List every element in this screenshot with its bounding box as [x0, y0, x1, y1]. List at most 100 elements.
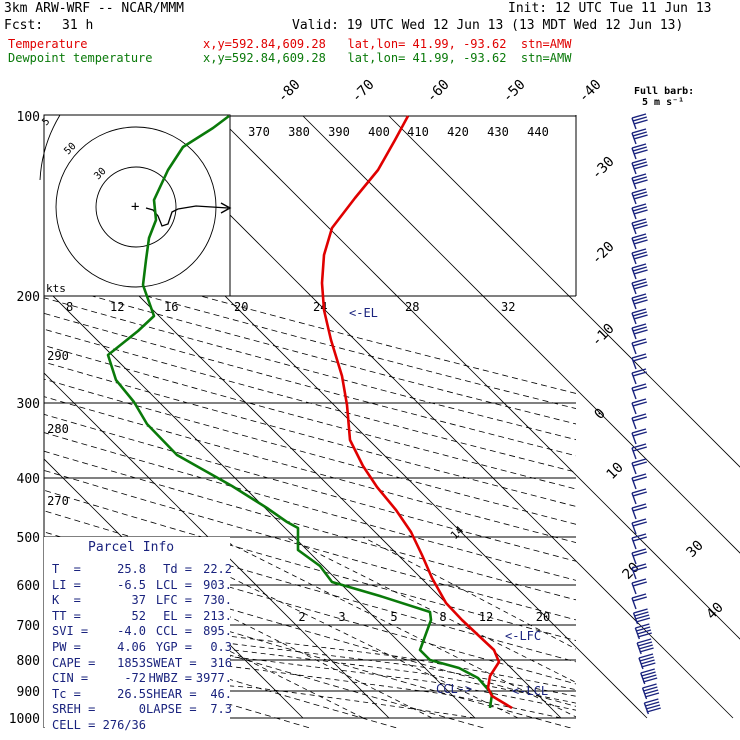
wind-barb-flag [633, 239, 648, 245]
theta-label: 430 [487, 125, 509, 139]
wind-barb-flag [632, 521, 647, 527]
parcel-row: PW = 4.06 YGP = 0.3 [52, 640, 232, 654]
wind-barb-flag [631, 578, 647, 584]
parcel-label: LI = [52, 577, 81, 592]
dry-adiabat [44, 598, 486, 728]
isotherm-label: -50 [500, 77, 529, 106]
hodo-speed-label: 20 [234, 300, 248, 314]
parcel-value: 25.8 [117, 562, 146, 576]
wind-barb-flag [631, 488, 647, 494]
parcel-value: 1853 [117, 655, 146, 670]
wind-barb-flag [631, 368, 647, 374]
wind-barb-flag [632, 536, 647, 542]
wind-barb-flag [631, 113, 647, 119]
wind-barb-flag [632, 146, 647, 152]
isotherm [388, 115, 740, 468]
wind-barb-flag [644, 698, 659, 704]
wind-barb-flag [633, 314, 648, 320]
hodo-speed-label: 16 [164, 300, 178, 314]
mixing-ratio-label: 2 [298, 610, 305, 624]
wind-barb-flag [633, 119, 648, 125]
pressure-label-700: 700 [17, 619, 40, 634]
parcel-value-2: 316 [210, 655, 232, 670]
hodo-ring [95, 166, 177, 248]
wind-barbs [631, 113, 661, 715]
pressure-label-100: 100 [17, 110, 40, 125]
hodograph-arrow [220, 202, 232, 214]
wind-barb-flag [632, 206, 647, 212]
mixing-ratio-label: 8 [439, 610, 446, 624]
wind-barb-flag [631, 353, 647, 359]
parcel-label: T = [52, 562, 81, 576]
wind-barb-flag [631, 458, 647, 464]
parcel-value-2: 46. [210, 686, 232, 701]
wind-barb-flag [633, 224, 648, 230]
dry-adiabat [44, 553, 576, 707]
wind-barb-flag [631, 443, 647, 449]
wind-barb-flag [632, 596, 647, 602]
temperature-legend: Temperature [8, 37, 88, 51]
wind-barb-flag [631, 278, 647, 284]
parcel-label-2: LAPSE = [146, 702, 197, 717]
parcel-label: CIN = [52, 671, 89, 686]
dry-adiabat [44, 253, 576, 394]
wind-barb-flag [632, 356, 647, 362]
wind-barb-flag [631, 518, 647, 524]
wind-barb-flag [635, 623, 650, 629]
parcel-row: Tc = 26.5SHEAR = 46. [52, 687, 232, 701]
wind-barb-flag [632, 341, 647, 347]
wind-barb-flag [631, 533, 647, 539]
dry-adiabat [44, 267, 576, 409]
wind-barb-flag [631, 428, 647, 434]
parcel-value-2: 730. [203, 593, 232, 608]
wind-barb-flag [633, 194, 648, 200]
isotherm-label: 30 [684, 538, 707, 561]
parcel-row: TT = 52 EL = 213. [52, 609, 232, 623]
wind-barb-flag [631, 323, 647, 329]
wind-barb-flag [631, 593, 647, 599]
wind-barb-flag [638, 644, 653, 650]
mixing-ratio-line [285, 536, 576, 683]
wind-barb-flag [631, 413, 647, 419]
wind-barb-staff [631, 597, 637, 610]
parcel-value: 37 [131, 593, 146, 608]
init-time: Init: 12 UTC Tue 11 Jun 13 [508, 1, 712, 16]
wind-barb-flag [633, 329, 648, 335]
wind-barb-flag [642, 677, 658, 683]
barb-legend-units: 5 m s⁻¹ [642, 97, 685, 108]
isotherm-label: -30 [589, 154, 618, 183]
hodo-speed-label: 28 [405, 300, 419, 314]
wind-barb-flag [631, 308, 647, 314]
wind-barb-flag [632, 326, 647, 332]
hodo-speed-label: 12 [110, 300, 124, 314]
parcel-row: CIN = -72 HWBZ = 3977. [52, 671, 232, 685]
parcel-label-2: HWBZ = [148, 671, 192, 686]
pressure-label-500: 500 [17, 531, 40, 546]
wind-barb-staff [631, 342, 637, 355]
theta-label: 440 [527, 125, 549, 139]
wind-barb-flag [641, 662, 656, 668]
parcel-value-2: 7.3 [210, 702, 232, 717]
wind-barb-staff [631, 447, 637, 460]
dewpoint-location: x,y=592.84,609.28 lat,lon= 41.99, -93.62… [203, 51, 572, 65]
wind-barb-flag [632, 386, 647, 392]
wind-barb-staff [631, 477, 637, 490]
isotherm-label: 40 [704, 600, 727, 623]
moist-adiabat [44, 641, 576, 711]
pressure-label-200: 200 [17, 290, 40, 305]
theta-label: 370 [248, 125, 270, 139]
isotherm-label: -60 [424, 77, 453, 106]
parcel-value-2: 903. [203, 577, 232, 592]
parcel-label: K = [52, 593, 81, 608]
wind-barb-flag [632, 551, 647, 557]
wind-barb-flag [633, 269, 648, 275]
wind-barb-flag [632, 161, 647, 167]
wind-barb-flag [632, 281, 647, 287]
parcel-value: 4.06 [117, 640, 146, 654]
wind-barb-staff [631, 387, 637, 400]
wind-barb-flag [631, 248, 647, 254]
parcel-label-2: LCL = [155, 577, 192, 592]
wind-barb-flag [643, 686, 658, 692]
wind-barb-flag [631, 398, 647, 404]
wind-barb-staff [631, 507, 637, 520]
